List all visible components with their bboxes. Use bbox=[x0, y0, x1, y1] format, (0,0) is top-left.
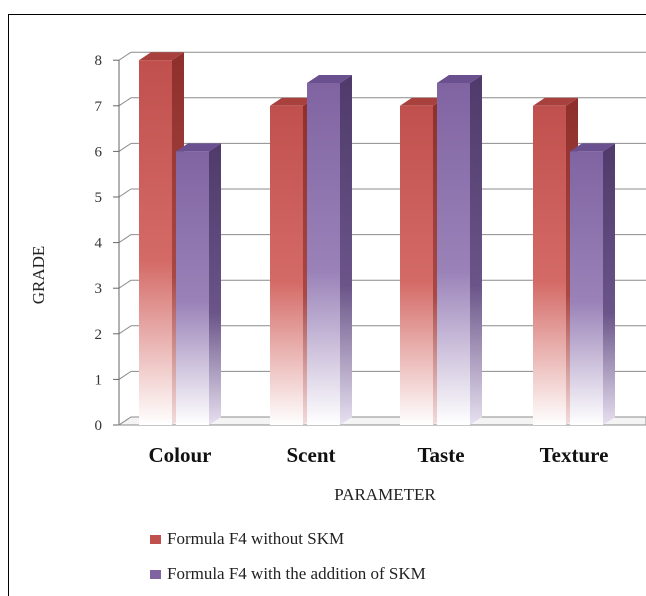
bar-side bbox=[209, 143, 221, 425]
bar-front bbox=[270, 105, 303, 426]
bar-top bbox=[437, 75, 482, 83]
y-tick-label: 3 bbox=[95, 281, 103, 297]
y-tick-label: 5 bbox=[95, 190, 103, 206]
y-tick-label: 0 bbox=[95, 418, 103, 434]
bar-texture-series-2 bbox=[570, 143, 615, 425]
legend-item-series-1: Formula F4 without SKM bbox=[150, 529, 344, 549]
gridline-diag bbox=[118, 325, 132, 335]
bar-side bbox=[470, 75, 482, 425]
x-tick-label-scent: Scent bbox=[287, 443, 336, 467]
legend-swatch-series-2 bbox=[150, 569, 161, 579]
bar-top bbox=[570, 143, 615, 152]
bar-side bbox=[603, 143, 615, 425]
y-tick-label: 6 bbox=[95, 144, 103, 160]
x-tick-label-colour: Colour bbox=[149, 443, 212, 467]
x-tick-label-taste: Taste bbox=[417, 443, 464, 467]
y-tick-label: 2 bbox=[95, 327, 103, 343]
bar-top bbox=[139, 52, 184, 61]
bar-front bbox=[533, 105, 566, 426]
gridline-diag bbox=[118, 234, 132, 244]
bar-front bbox=[437, 83, 470, 425]
bar-front bbox=[570, 151, 603, 425]
gridline-diag bbox=[118, 142, 132, 152]
axes bbox=[113, 59, 646, 426]
bar-front bbox=[139, 60, 172, 425]
bar-top bbox=[533, 97, 578, 106]
bar-front bbox=[176, 151, 209, 425]
bar-taste-series-2 bbox=[437, 75, 482, 425]
y-tick-label: 4 bbox=[95, 236, 103, 252]
gridline-diag bbox=[118, 97, 132, 107]
bars bbox=[139, 52, 615, 426]
bar-top bbox=[307, 75, 352, 83]
legend-label-series-1: Formula F4 without SKM bbox=[167, 529, 345, 548]
bar-colour-series-2 bbox=[176, 143, 221, 425]
x-tick-label-texture: Texture bbox=[540, 443, 609, 467]
gridline-diag bbox=[118, 51, 132, 61]
gridline-diag bbox=[118, 370, 132, 380]
bar-top bbox=[270, 97, 315, 106]
bar-scent-series-2 bbox=[307, 75, 352, 425]
bar-front bbox=[400, 105, 433, 426]
bar-front bbox=[307, 83, 340, 425]
bar-side bbox=[340, 75, 352, 425]
chart-floor bbox=[117, 416, 646, 426]
y-tick-label: 7 bbox=[95, 99, 103, 115]
x-tick-labels: Colour Scent Taste Texture bbox=[149, 443, 609, 467]
y-tick-label: 1 bbox=[95, 372, 103, 388]
y-tick-label: 8 bbox=[95, 53, 103, 69]
legend-item-series-2: Formula F4 with the addition of SKM bbox=[150, 564, 426, 584]
legend-label-series-2: Formula F4 with the addition of SKM bbox=[167, 564, 426, 583]
x-axis-label: PARAMETER bbox=[334, 485, 436, 504]
bar-top bbox=[400, 97, 445, 106]
gridline-diag bbox=[118, 279, 132, 289]
chart-frame bbox=[8, 14, 646, 596]
gridline-diag bbox=[118, 188, 132, 198]
y-tick-labels: 0 1 2 3 4 5 6 7 8 bbox=[95, 53, 103, 434]
bar-top bbox=[176, 143, 221, 152]
legend-swatch-series-1 bbox=[150, 534, 161, 544]
y-axis-label: GRADE bbox=[29, 246, 48, 305]
